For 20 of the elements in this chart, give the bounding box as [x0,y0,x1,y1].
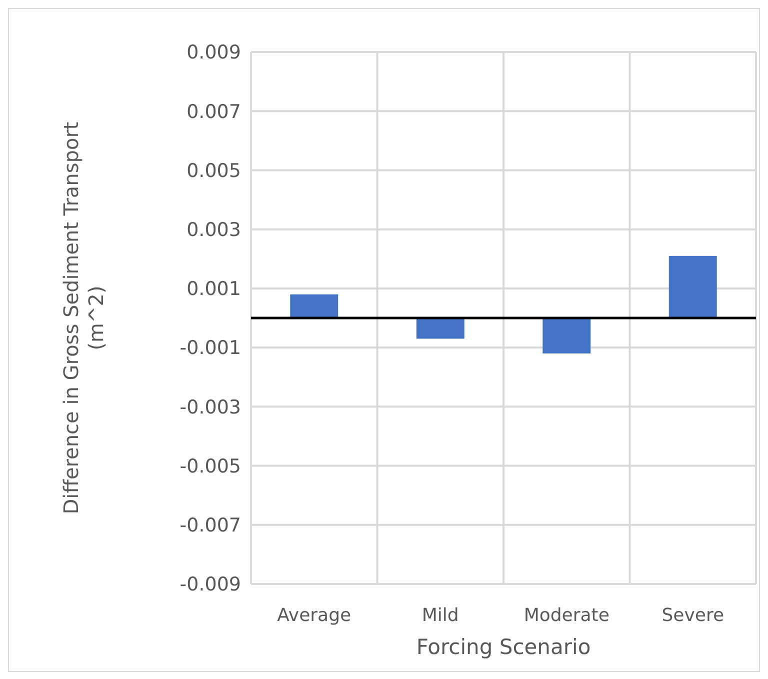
bar [290,294,338,318]
y-tick-label: -0.001 [180,337,241,360]
y-tick-label: -0.009 [180,574,241,596]
x-tick-label: Average [277,605,352,626]
bar [668,256,717,318]
y-tick-label: -0.005 [180,455,241,478]
y-tick-label: 0.007 [186,100,241,123]
bar [416,318,464,339]
x-tick-label: Mild [422,605,459,626]
x-axis-title: Forcing Scenario [416,635,591,659]
x-tick-label: Severe [662,605,724,626]
y-tick-label: 0.009 [186,42,241,64]
bar [542,318,591,354]
y-axis-title: Difference in Gross Sediment Transport (m^2) [59,122,108,514]
x-tick-label: Moderate [524,605,610,626]
y-tick-label: 0.003 [186,218,241,241]
y-tick-label: 0.005 [186,160,241,182]
y-tick-label: 0.001 [186,278,241,300]
y-tick-label: -0.003 [180,396,241,418]
y-tick-label: -0.007 [180,514,241,537]
